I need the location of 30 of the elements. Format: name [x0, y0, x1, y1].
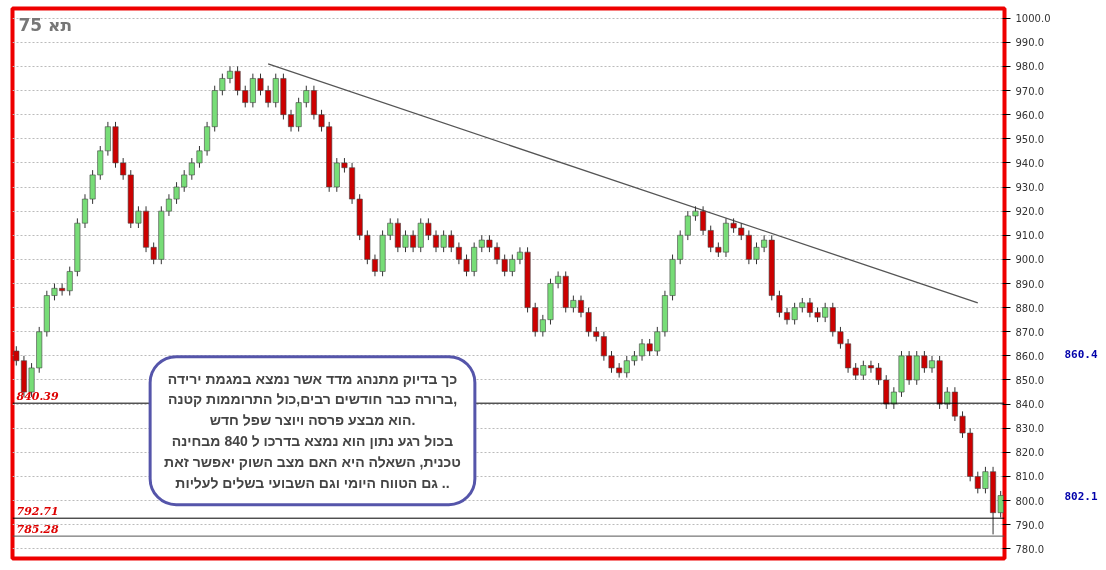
y-tick-label: 980.0 — [1015, 61, 1045, 73]
text: 860.4 — [1064, 347, 1098, 361]
y-tick-label: 790.0 — [1015, 519, 1045, 531]
y-tick-label: 810.0 — [1015, 471, 1045, 483]
ref-line-label: 785.28 — [16, 523, 59, 537]
chart-title: תא 75 — [18, 14, 73, 35]
y-tick-label: 820.0 — [1015, 447, 1045, 459]
y-tick-label: 890.0 — [1015, 278, 1045, 290]
y-tick-label: 970.0 — [1015, 85, 1045, 97]
y-tick-label: 940.0 — [1015, 157, 1045, 169]
y-tick-label: 990.0 — [1015, 37, 1045, 49]
y-tick-label: 930.0 — [1015, 182, 1045, 194]
y-tick-label: 800.0 — [1015, 495, 1045, 507]
y-tick-label: 780.0 — [1015, 543, 1045, 555]
y-tick-label: 950.0 — [1015, 133, 1045, 145]
y-tick-label: 880.0 — [1015, 302, 1045, 314]
text: 802.1 — [1064, 489, 1098, 503]
y-tick-label: 900.0 — [1015, 254, 1045, 266]
y-tick-label: 960.0 — [1015, 109, 1045, 121]
y-tick-label: 910.0 — [1015, 230, 1045, 242]
y-tick-label: 830.0 — [1015, 423, 1045, 435]
y-tick-label: 870.0 — [1015, 326, 1045, 338]
y-tick-label: 850.0 — [1015, 374, 1045, 386]
annotation: כך בדיוק מתנהג מדד אשר נמצא במגמת ירידה ברורה כבר חודשים רבים,כול התרוממות קטנה, הוא מבצע פרסה ויוצר שפל חדש. בכול רגע נתון הוא נמצא בדרכו ל 840 מבחינה טכנית, השאלה היא האם מצב השוק יאפשר זאת גם הטווח היומי וגם השבועי בשלים לעליות .. — [164, 370, 461, 491]
y-tick-label: 840.0 — [1015, 399, 1045, 411]
ref-line-label: 792.71 — [16, 505, 59, 519]
ref-line-label: 840.39 — [16, 390, 59, 404]
y-tick-label: 1000.0 — [1015, 13, 1051, 25]
y-tick-label: 920.0 — [1015, 206, 1045, 218]
y-tick-label: 860.0 — [1015, 350, 1045, 362]
